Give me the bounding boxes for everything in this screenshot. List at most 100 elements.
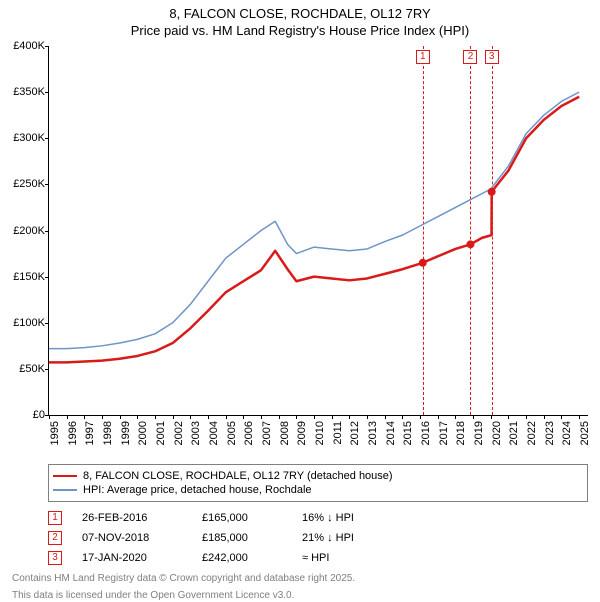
sales-row-date: 17-JAN-2020 (82, 552, 182, 564)
x-axis-label: 2008 (279, 421, 291, 445)
chart-title: 8, FALCON CLOSE, ROCHDALE, OL12 7RY (0, 0, 600, 23)
x-tick (491, 415, 492, 419)
x-tick (84, 415, 85, 419)
x-axis-label: 2017 (438, 421, 450, 445)
x-axis-label: 2007 (261, 421, 273, 445)
x-tick (349, 415, 350, 419)
y-axis-label: £200K (13, 225, 45, 237)
x-axis-label: 2025 (579, 421, 591, 445)
x-axis-label: 2023 (544, 421, 556, 445)
x-tick (526, 415, 527, 419)
x-tick (438, 415, 439, 419)
x-axis-label: 2014 (385, 421, 397, 445)
legend-item: HPI: Average price, detached house, Roch… (53, 483, 583, 497)
x-axis-label: 2016 (420, 421, 432, 445)
x-tick (579, 415, 580, 419)
x-axis-label: 2011 (332, 421, 344, 445)
sales-row-price: £242,000 (202, 552, 282, 564)
series-hpi (49, 92, 579, 348)
sales-row-date: 26-FEB-2016 (82, 512, 182, 524)
x-tick (243, 415, 244, 419)
sale-marker-dot (466, 240, 474, 248)
legend-swatch (53, 489, 77, 491)
y-axis-label: £300K (13, 132, 45, 144)
x-tick (508, 415, 509, 419)
x-axis-label: 1995 (49, 421, 61, 445)
x-tick (208, 415, 209, 419)
x-tick (67, 415, 68, 419)
x-axis-label: 2004 (208, 421, 220, 445)
x-tick (261, 415, 262, 419)
sales-row-price: £185,000 (202, 532, 282, 544)
legend-label: HPI: Average price, detached house, Roch… (83, 484, 312, 496)
x-tick (137, 415, 138, 419)
y-axis-label: £250K (13, 178, 45, 190)
x-tick (367, 415, 368, 419)
chart-subtitle: Price paid vs. HM Land Registry's House … (0, 23, 600, 46)
series-property (49, 97, 579, 363)
x-tick (173, 415, 174, 419)
x-tick (455, 415, 456, 419)
x-axis-label: 2001 (155, 421, 167, 445)
x-tick (155, 415, 156, 419)
x-tick (473, 415, 474, 419)
x-axis-label: 2003 (190, 421, 202, 445)
x-tick (314, 415, 315, 419)
footer-line-1: Contains HM Land Registry data © Crown c… (12, 572, 588, 585)
y-axis-label: £350K (13, 86, 45, 98)
legend-label: 8, FALCON CLOSE, ROCHDALE, OL12 7RY (det… (83, 470, 393, 482)
x-axis-label: 2006 (243, 421, 255, 445)
x-tick (332, 415, 333, 419)
x-tick (296, 415, 297, 419)
x-axis-label: 2012 (349, 421, 361, 445)
sales-row: 2 07-NOV-2018 £185,000 21% ↓ HPI (48, 528, 588, 548)
x-axis-label: 1998 (102, 421, 114, 445)
x-axis-label: 2015 (402, 421, 414, 445)
sales-row-marker: 1 (48, 511, 62, 525)
chart-plot-area: £0£50K£100K£150K£200K£250K£300K£350K£400… (48, 46, 588, 416)
chart-lines (49, 46, 588, 415)
x-axis-label: 2005 (226, 421, 238, 445)
sales-row: 126-FEB-2016£165,00016% ↓ HPI (48, 508, 588, 528)
footer-line-2: This data is licensed under the Open Gov… (12, 589, 588, 602)
legend-swatch (53, 475, 77, 478)
legend-item: 8, FALCON CLOSE, ROCHDALE, OL12 7RY (det… (53, 469, 583, 483)
x-axis-label: 2010 (314, 421, 326, 445)
x-axis-label: 2019 (473, 421, 485, 445)
sales-row-marker: 2 (48, 531, 62, 545)
x-tick (544, 415, 545, 419)
x-tick (279, 415, 280, 419)
x-axis-label: 2013 (367, 421, 379, 445)
x-tick (402, 415, 403, 419)
x-tick (561, 415, 562, 419)
sales-row-marker: 3 (48, 551, 62, 565)
x-axis-label: 1997 (84, 421, 96, 445)
y-axis-label: £100K (13, 317, 45, 329)
x-axis-label: 1996 (67, 421, 79, 445)
x-tick (420, 415, 421, 419)
sales-row: 3 17-JAN-2020 £242,000 ≈ HPI (48, 548, 588, 568)
x-axis-label: 2018 (455, 421, 467, 445)
sales-row-date: 07-NOV-2018 (82, 532, 182, 544)
x-axis-label: 2024 (561, 421, 573, 445)
x-axis-label: 2009 (296, 421, 308, 445)
sales-row-pct: ≈ HPI (302, 552, 402, 564)
x-tick (49, 415, 50, 419)
x-tick (120, 415, 121, 419)
chart-legend: 8, FALCON CLOSE, ROCHDALE, OL12 7RY (det… (48, 464, 588, 502)
x-axis-label: 2021 (508, 421, 520, 445)
x-axis-label: 2000 (137, 421, 149, 445)
y-axis-label: £0 (33, 409, 45, 421)
x-axis-label: 2022 (526, 421, 538, 445)
x-tick (102, 415, 103, 419)
sale-marker-dot (488, 188, 496, 196)
sales-table: 126-FEB-2016£165,00016% ↓ HPI207-NOV-201… (48, 508, 588, 568)
sales-row-pct: 21% ↓ HPI (302, 532, 402, 544)
sale-marker-dot (419, 259, 427, 267)
x-axis-label: 2020 (491, 421, 503, 445)
x-tick (226, 415, 227, 419)
y-axis-label: £400K (13, 40, 45, 52)
x-tick (190, 415, 191, 419)
x-tick (385, 415, 386, 419)
sales-row-pct: 16% ↓ HPI (302, 512, 402, 524)
